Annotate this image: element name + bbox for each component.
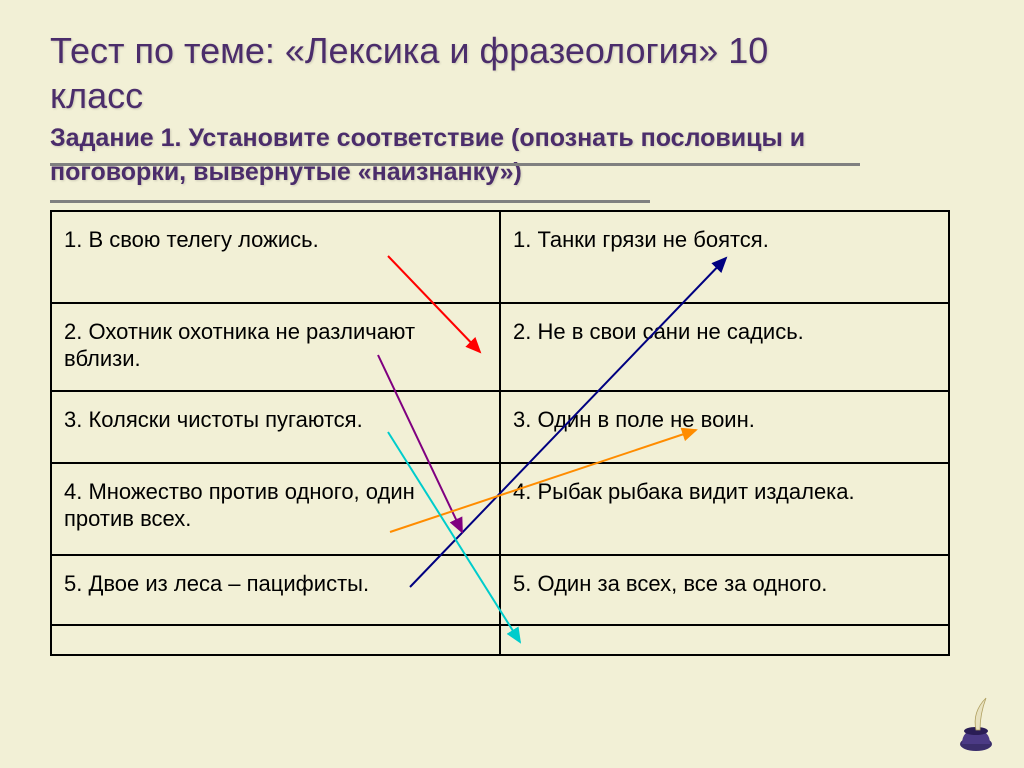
strikethrough-line bbox=[50, 200, 650, 203]
empty-cell bbox=[500, 625, 949, 655]
subtitle-line-2: поговорки, вывернутые «наизнанку») bbox=[50, 158, 522, 186]
strikethrough-line bbox=[50, 163, 860, 166]
slide-content: Тест по теме: «Лексика и фразеология» 10… bbox=[0, 0, 1024, 656]
inkwell-icon bbox=[946, 694, 1006, 754]
table-row: 5. Двое из леса – пацифисты.5. Один за в… bbox=[51, 555, 949, 625]
table-row-empty bbox=[51, 625, 949, 655]
table-row: 4. Множество против одного, один против … bbox=[51, 463, 949, 555]
right-cell: 5. Один за всех, все за одного. bbox=[500, 555, 949, 625]
table-row: 3. Коляски чистоты пугаются.3. Один в по… bbox=[51, 391, 949, 463]
left-cell: 2. Охотник охотника не различают вблизи. bbox=[51, 303, 500, 391]
title-line-1: Тест по теме: «Лексика и фразеология» 10 bbox=[50, 30, 768, 71]
matching-table: 1. В свою телегу ложись.1. Танки грязи н… bbox=[50, 210, 950, 656]
left-cell: 3. Коляски чистоты пугаются. bbox=[51, 391, 500, 463]
slide-title: Тест по теме: «Лексика и фразеология» 10… bbox=[50, 28, 974, 118]
right-cell: 2. Не в свои сани не садись. bbox=[500, 303, 949, 391]
table-row: 1. В свою телегу ложись.1. Танки грязи н… bbox=[51, 211, 949, 303]
right-cell: 4. Рыбак рыбака видит издалека. bbox=[500, 463, 949, 555]
empty-cell bbox=[51, 625, 500, 655]
left-cell: 5. Двое из леса – пацифисты. bbox=[51, 555, 500, 625]
subtitle-line-1: Задание 1. Установите соответствие (опоз… bbox=[50, 124, 805, 152]
title-line-2: класс bbox=[50, 75, 143, 116]
slide-subtitle: Задание 1. Установите соответствие (опоз… bbox=[50, 122, 974, 190]
right-cell: 3. Один в поле не воин. bbox=[500, 391, 949, 463]
left-cell: 1. В свою телегу ложись. bbox=[51, 211, 500, 303]
table-row: 2. Охотник охотника не различают вблизи.… bbox=[51, 303, 949, 391]
left-cell: 4. Множество против одного, один против … bbox=[51, 463, 500, 555]
right-cell: 1. Танки грязи не боятся. bbox=[500, 211, 949, 303]
